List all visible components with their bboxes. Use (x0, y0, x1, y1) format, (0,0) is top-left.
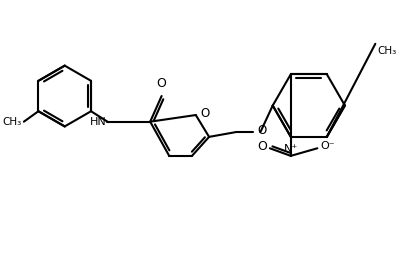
Text: O⁻: O⁻ (320, 141, 335, 151)
Text: O: O (257, 140, 267, 153)
Text: N⁺: N⁺ (284, 144, 298, 154)
Text: CH₃: CH₃ (377, 46, 397, 56)
Text: HN: HN (90, 117, 107, 127)
Text: O: O (157, 77, 166, 90)
Text: O: O (257, 124, 267, 137)
Text: O: O (201, 107, 210, 120)
Text: CH₃: CH₃ (3, 117, 22, 127)
